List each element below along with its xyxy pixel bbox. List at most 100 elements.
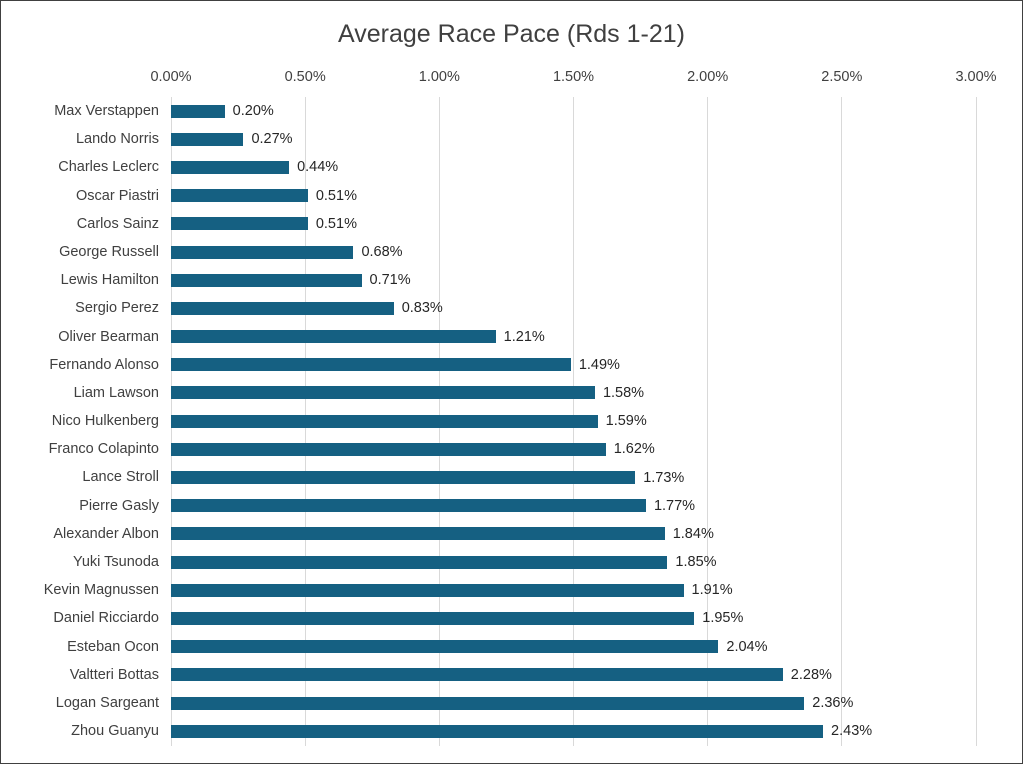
bar xyxy=(171,104,225,118)
value-label: 0.51% xyxy=(315,215,357,232)
category-label: Valtteri Bottas xyxy=(69,666,159,683)
bar-row: 0.20% xyxy=(171,97,976,125)
x-tick-label: 1.00% xyxy=(418,69,460,85)
bar-row: 0.68% xyxy=(171,238,976,266)
x-tick-label: 2.50% xyxy=(821,69,863,85)
bar xyxy=(171,724,824,738)
value-label: 0.71% xyxy=(369,272,411,289)
bar xyxy=(171,301,394,315)
bar xyxy=(171,189,308,203)
value-label: 1.95% xyxy=(702,610,744,627)
value-label: 1.73% xyxy=(643,469,685,486)
category-label: Oscar Piastri xyxy=(76,187,159,204)
value-label: 1.77% xyxy=(653,497,696,514)
value-label: 1.85% xyxy=(675,554,717,571)
category-label: Logan Sargeant xyxy=(55,694,159,711)
value-label: 0.20% xyxy=(232,103,274,120)
x-tick-label: 0.50% xyxy=(284,69,326,85)
bar xyxy=(171,217,308,231)
bar xyxy=(171,499,646,513)
category-label: Nico Hulkenberg xyxy=(51,413,159,430)
x-tick-label: 0.00% xyxy=(150,69,192,85)
x-axis: 0.00% 0.50% 1.00% 1.50% 2.00% 2.50% 3.00% xyxy=(150,53,996,91)
bar xyxy=(171,442,606,456)
bar-row: 1.73% xyxy=(171,463,976,491)
x-tick-label: 2.00% xyxy=(687,69,729,85)
bar-row: 2.36% xyxy=(171,689,976,717)
category-label: Yuki Tsunoda xyxy=(73,554,159,570)
category-label: Lance Stroll xyxy=(82,469,159,486)
bar-row: 0.44% xyxy=(171,153,976,181)
category-label: Pierre Gasly xyxy=(79,497,159,514)
bar xyxy=(171,245,354,259)
bar-row: 1.95% xyxy=(171,604,976,632)
category-label: Daniel Ricciardo xyxy=(53,610,159,627)
category-label: Lando Norris xyxy=(75,131,159,148)
value-label: 1.58% xyxy=(602,384,645,401)
bar-row: 1.49% xyxy=(171,351,976,379)
bar-row: 1.58% xyxy=(171,379,976,407)
bar-row: 0.51% xyxy=(171,182,976,210)
bar-row: 1.91% xyxy=(171,576,976,604)
bar xyxy=(171,414,598,428)
bar xyxy=(171,330,496,344)
value-label: 1.49% xyxy=(578,356,620,373)
bar-row: 1.85% xyxy=(171,548,976,576)
category-label: Kevin Magnussen xyxy=(43,582,159,599)
value-label: 0.44% xyxy=(297,159,339,176)
category-label: Zhou Guanyu xyxy=(71,723,159,740)
value-label: 2.28% xyxy=(790,666,832,683)
x-tick-label: 1.50% xyxy=(552,69,595,85)
value-label: 2.04% xyxy=(726,638,768,655)
bar xyxy=(171,358,571,372)
bar-row: 1.62% xyxy=(171,435,976,463)
bar xyxy=(171,611,695,625)
bar xyxy=(171,640,719,654)
value-label: 1.59% xyxy=(605,413,647,430)
bar xyxy=(171,527,665,541)
category-label: Sergio Perez xyxy=(75,300,159,317)
value-label: 0.27% xyxy=(251,131,293,148)
x-tick-label: 3.00% xyxy=(955,69,997,85)
plot-wrap: Max Verstappen Lando Norris Charles Lecler… xyxy=(1,97,1022,746)
value-label: 1.91% xyxy=(691,582,733,599)
value-label: 0.51% xyxy=(315,187,357,204)
bar xyxy=(171,668,783,682)
category-label: Max Verstappen xyxy=(54,103,159,119)
bar xyxy=(171,696,805,710)
bar-row: 0.51% xyxy=(171,210,976,238)
category-label: Alexander Albon xyxy=(53,525,159,542)
y-axis-labels: Max Verstappen Lando Norris Charles Lecler… xyxy=(1,97,171,745)
value-label: 2.36% xyxy=(812,695,854,712)
bar xyxy=(171,132,244,146)
value-label: 0.68% xyxy=(361,244,403,261)
bar-row: 0.27% xyxy=(171,125,976,153)
category-label: Carlos Sainz xyxy=(76,215,159,232)
bar-row: 1.77% xyxy=(171,492,976,520)
bar-row: 1.84% xyxy=(171,520,976,548)
plot-area: 0.20% 0.27% 0.44% 0.51% 0.51% 0.68% 0.71% 0.83%… xyxy=(170,97,977,746)
value-label: 1.84% xyxy=(672,525,714,542)
bar-row: 0.83% xyxy=(171,294,976,322)
value-label: 0.83% xyxy=(401,300,443,317)
category-label: Lewis Hamilton xyxy=(60,272,159,289)
bar-rows: 0.20% 0.27% 0.44% 0.51% 0.51% 0.68% 0.71% 0.83%… xyxy=(171,97,976,745)
bar-row: 1.21% xyxy=(171,323,976,351)
bar xyxy=(171,273,362,287)
bar xyxy=(171,583,684,597)
bar-row: 2.43% xyxy=(171,717,976,745)
bar xyxy=(171,471,636,485)
value-label: 2.43% xyxy=(831,723,873,740)
bar-row: 1.59% xyxy=(171,407,976,435)
category-label: Esteban Ocon xyxy=(67,638,159,655)
bar-row: 2.28% xyxy=(171,661,976,689)
gridline xyxy=(707,97,709,746)
category-label: Charles Leclerc xyxy=(58,159,159,176)
bar xyxy=(171,160,290,174)
chart-title: Average Race Pace (Rds 1-21) xyxy=(338,20,685,48)
bar xyxy=(171,386,595,400)
bar xyxy=(171,555,668,569)
value-label: 1.62% xyxy=(613,441,655,458)
category-label: Oliver Bearman xyxy=(58,328,159,345)
